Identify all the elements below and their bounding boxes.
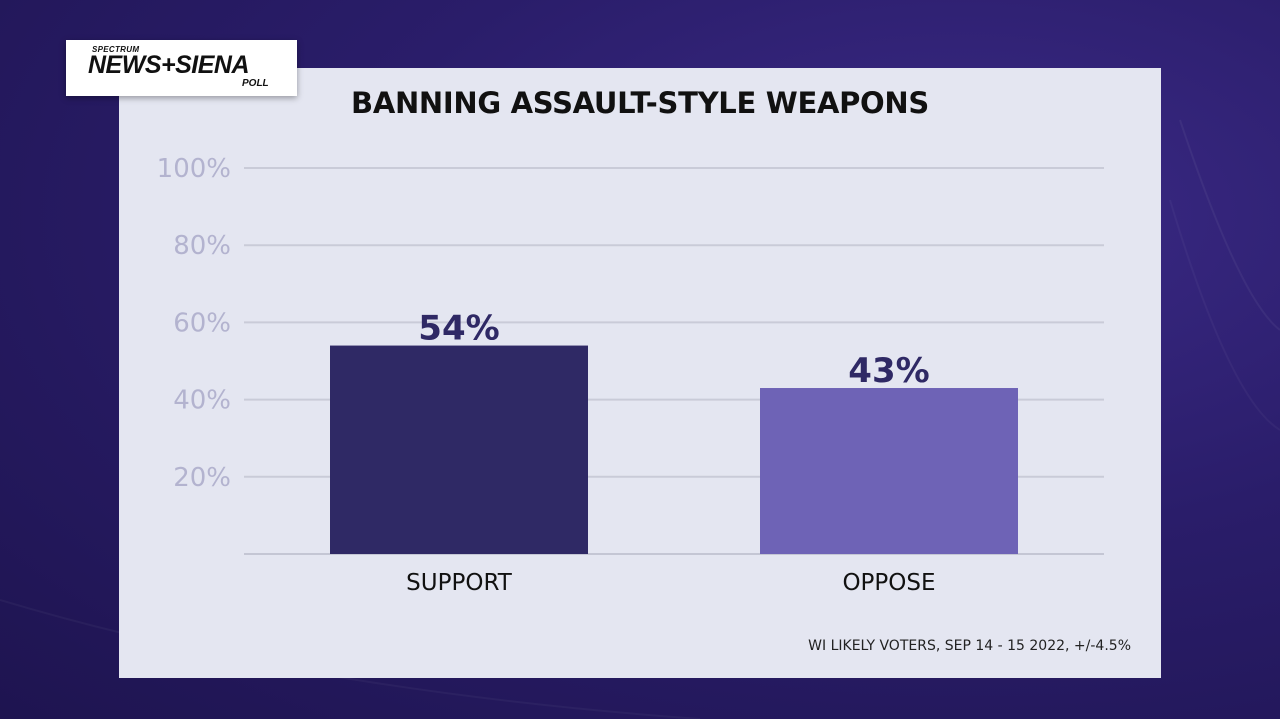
y-tick-label: 100% [157, 154, 231, 184]
bar-oppose [760, 388, 1018, 554]
chart-title: BANNING ASSAULT-STYLE WEAPONS [351, 86, 929, 120]
bar-value-label: 43% [848, 351, 929, 391]
y-tick-label: 80% [173, 231, 231, 261]
logo-spectrum-text: SPECTRUM [92, 45, 140, 54]
bar-support [330, 345, 588, 554]
bar-chart: 20% 40% 60% 80% 100% 54% SUPPORT 43% OPPOSE [157, 154, 1104, 596]
survey-footnote: WI LIKELY VOTERS, SEP 14 - 15 2022, +/-4… [808, 638, 1131, 654]
x-category-label: SUPPORT [406, 570, 513, 596]
y-tick-label: 40% [173, 386, 231, 416]
y-tick-label: 20% [173, 463, 231, 493]
logo-main-text: NEWS+SIENA [88, 51, 250, 79]
spectrum-news-siena-logo: SPECTRUM NEWS+SIENA POLL [66, 40, 297, 96]
x-category-label: OPPOSE [842, 570, 935, 596]
chart-panel: BANNING ASSAULT-STYLE WEAPONS 20% 40% 60% 8… [119, 68, 1161, 678]
logo-poll-text: POLL [242, 78, 269, 89]
y-tick-label: 60% [173, 308, 231, 338]
bar-value-label: 54% [418, 309, 499, 349]
